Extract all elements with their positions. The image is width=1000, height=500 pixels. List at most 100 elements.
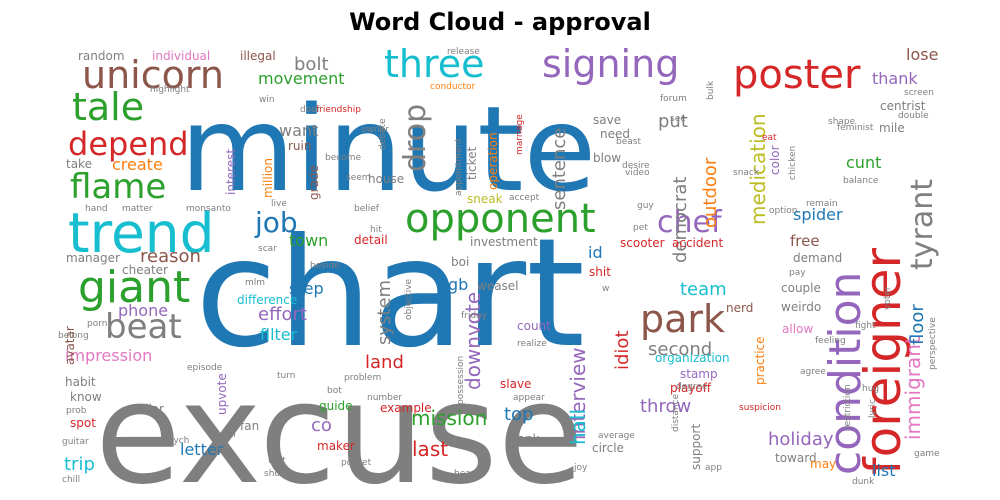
word-bulk: bulk [706,80,716,100]
word-forum: forum [660,94,687,104]
word-text: text [268,456,286,466]
word-prob: prob [66,406,87,416]
word-chart: chart [195,207,585,381]
word-hand: hand [85,204,108,214]
word-monsanto: monsanto [186,204,231,214]
word-video: video [625,168,650,178]
word-uni: uni [222,430,236,440]
word-free: free [790,232,820,250]
word-shoot: shoot [264,469,289,479]
word-may: may [810,457,836,471]
word-couple: couple [781,281,821,295]
word-town: town [289,231,328,250]
word-throw: throw [640,396,691,417]
word-feeling: feeling [815,336,846,346]
word-tale: tale [72,85,144,129]
word-seem: seem [346,173,371,183]
word-drop: drop [398,104,433,172]
word-take: take [66,157,92,171]
word-habit: habit [65,375,96,389]
word-fight: fight [855,321,876,331]
word-need: need [600,127,630,141]
word-know: know [70,390,102,404]
word-centrist: centrist [880,99,926,113]
word-realize: realize [517,339,547,349]
word-color: color [768,145,782,175]
word-desire: desire [622,161,650,171]
word-detail: detail [354,233,388,247]
word-minute: minute [180,80,596,218]
word-weirdo: weirdo [781,300,821,314]
word-reason: reason [140,246,201,267]
word-problem: problem [344,373,381,383]
word-w: w [602,284,609,294]
word-beat: beat [105,307,182,347]
word-double: double [898,111,929,121]
word-million: million [261,158,275,198]
word-trip: trip [64,454,95,475]
word-create: create [112,155,163,174]
word-screen: screen [904,88,934,98]
word-want: want [279,121,318,140]
word-unicorn: unicorn [82,53,224,97]
word-random: random [78,49,125,63]
word-fall: fall [371,473,385,483]
word-nerd: nerd [726,301,753,315]
word-maker: maker [317,439,355,453]
word-degree: degree [676,382,708,392]
word-number: number [367,393,402,403]
word-practice: practice [753,336,767,385]
word-see: see [670,114,686,124]
word-matter: matter [122,204,153,214]
word-dunk: dunk [852,477,875,487]
word-park: park [640,297,725,341]
word-manager: manager [66,251,120,265]
word-app: app [705,463,722,473]
word-example: example [380,401,432,415]
word-circle: circle [592,441,624,455]
word-step: step [289,279,324,298]
word-save: save [593,113,621,127]
word-stamp: stamp [680,367,718,381]
word-mission: mission [411,406,487,430]
word-agree: agree [800,367,826,377]
word-land: land [365,352,404,373]
word-medication: medication [746,113,770,225]
word-blow: blow [593,151,621,165]
word-holiday: holiday [768,429,834,450]
word-live: live [271,199,287,209]
word-shape: shape [828,117,856,127]
word-thank: thank [872,69,918,88]
word-slave: slave [500,377,531,391]
word-owner: owner [361,125,389,135]
word-bank: bank [510,432,540,446]
word-put: put [658,111,688,132]
word-accept: accept [509,193,540,203]
word-effort: effort [258,304,307,325]
word-signing: signing [542,42,679,86]
word-filter: filter [260,325,298,344]
word-episode: episode [187,363,223,373]
word-hall: hall [566,409,590,445]
word-bot: bot [327,386,342,396]
word-pocket: pocket [341,458,372,468]
word-guide: guide [319,399,353,413]
word-house: house [368,172,404,186]
word-release: release [447,47,480,57]
word-guy: guy [637,201,654,211]
word-downvote: downvote [461,292,485,390]
word-immigrant: immigrant [901,336,925,440]
word-interview: interview [566,347,590,440]
word-game: game [914,449,940,459]
word-sentence: sentence [549,128,570,210]
word-conductor: conductor [430,82,476,92]
word-suspicion: suspicion [739,403,781,413]
word-three: three [384,42,485,86]
word-liar: liar [145,402,164,416]
word-guitar: guitar [62,437,89,447]
word-pet: pet [633,223,648,233]
word-foreigner: foreigner [854,248,912,475]
word-ruin: ruin [288,139,311,153]
word-allow: allow [782,322,813,336]
